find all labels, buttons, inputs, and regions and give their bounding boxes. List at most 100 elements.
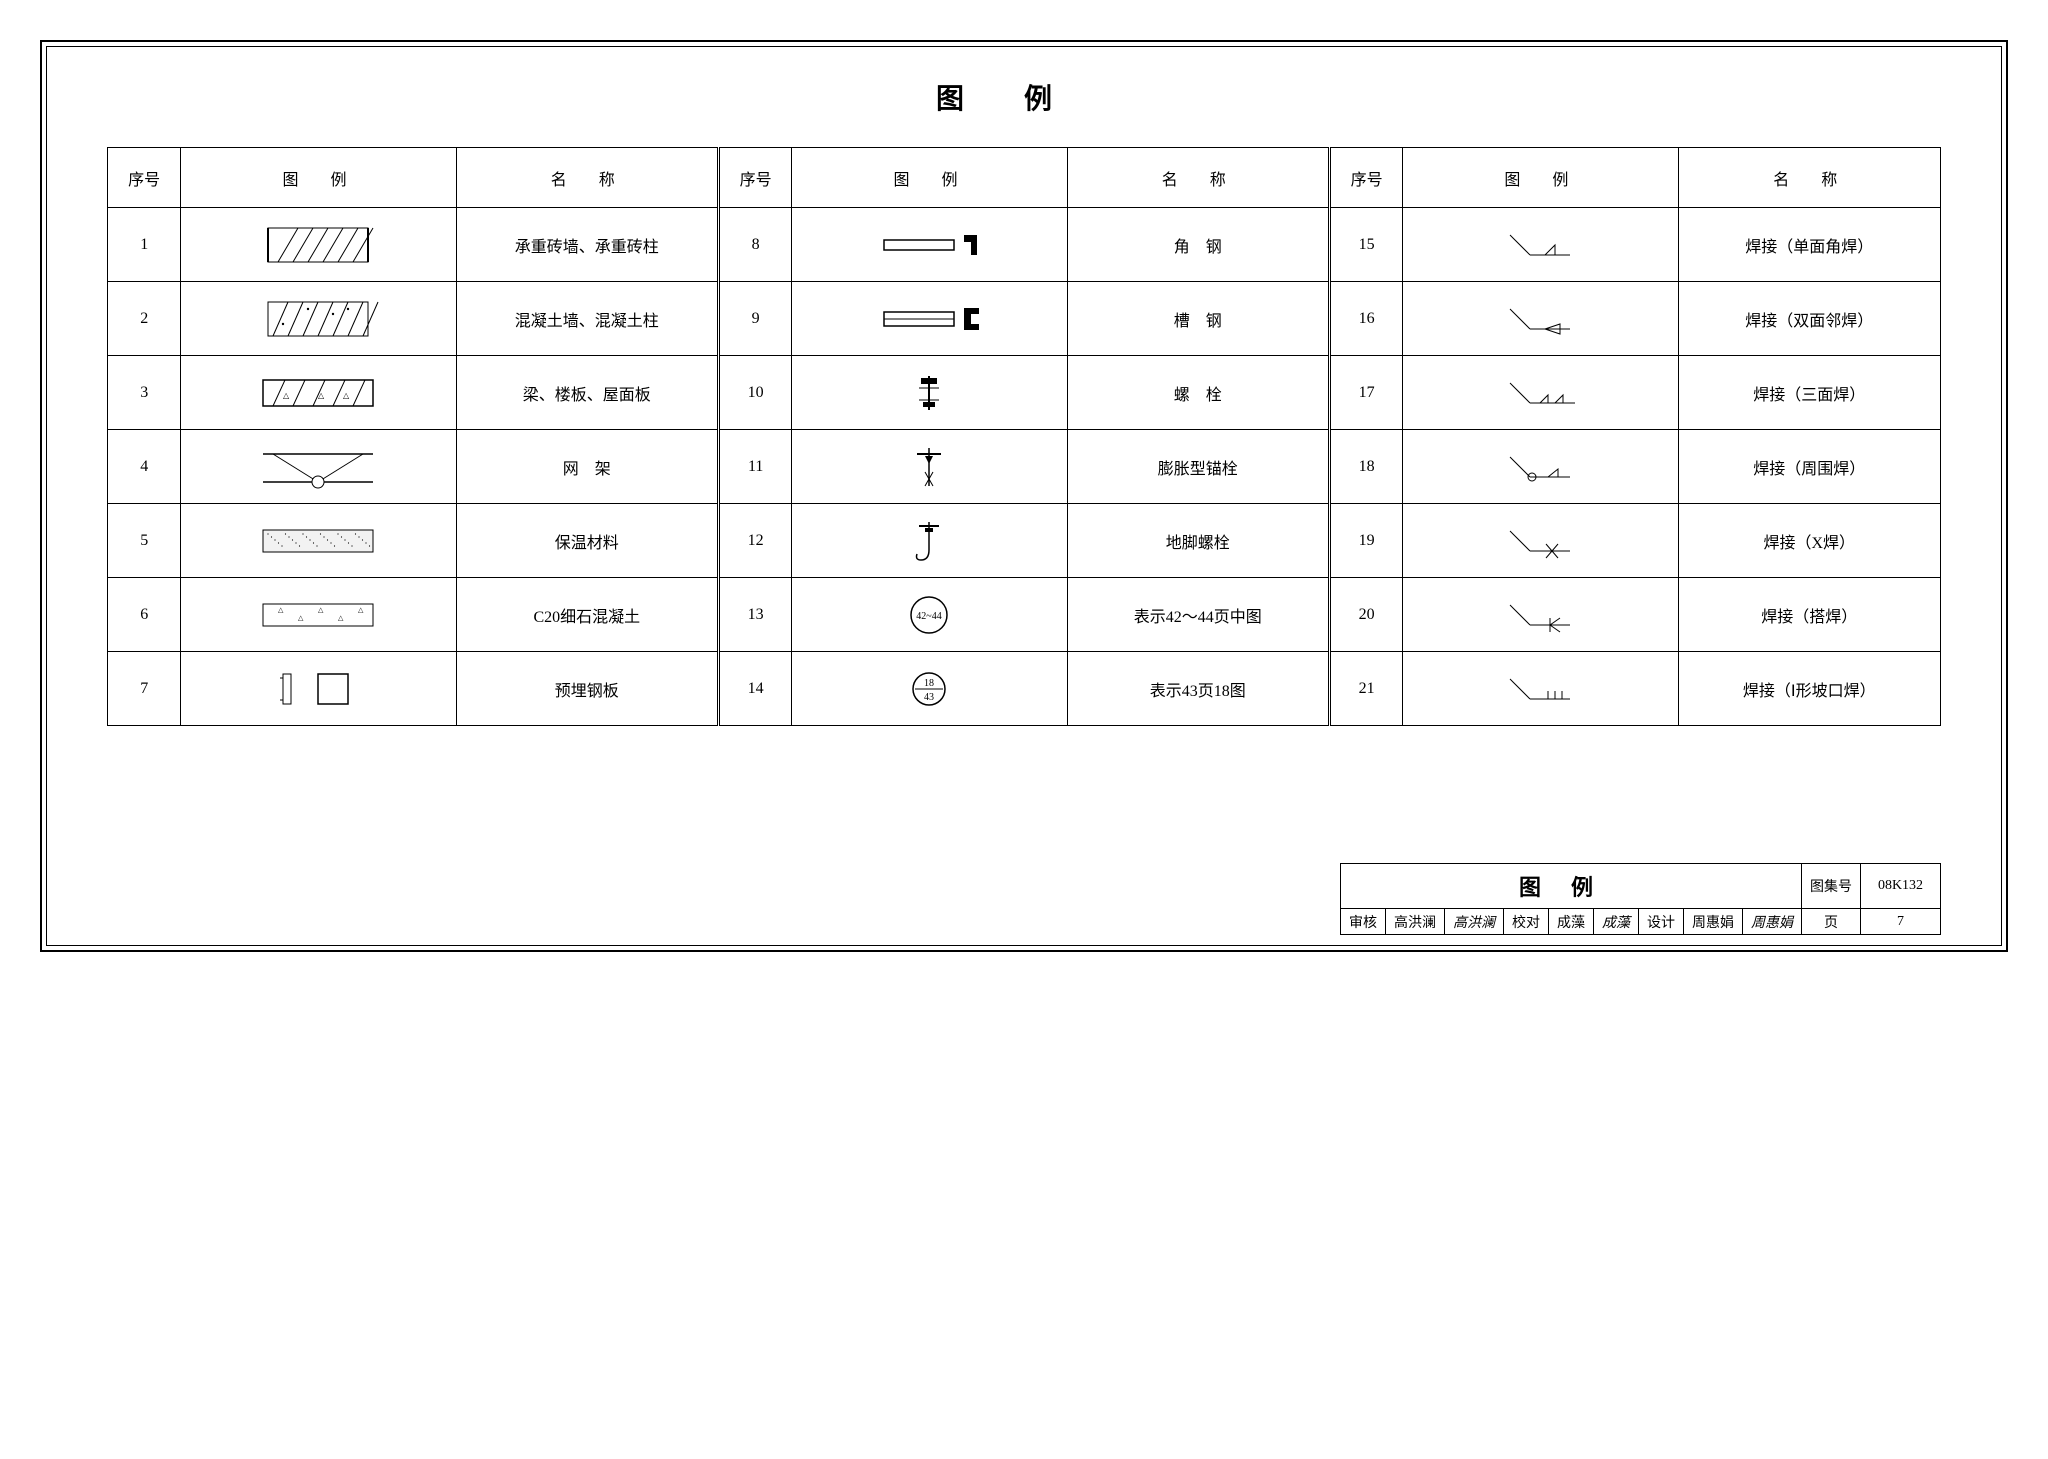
cell-num: 9 (718, 282, 791, 356)
cell-num: 3 (108, 356, 181, 430)
cell-num: 16 (1329, 282, 1402, 356)
col-num-header: 序号 (718, 148, 791, 208)
svg-text:△: △ (318, 606, 324, 614)
cell-name: 角 钢 (1067, 208, 1329, 282)
cell-num: 19 (1329, 504, 1402, 578)
svg-text:18: 18 (924, 678, 934, 689)
col-name-header: 名 称 (456, 148, 718, 208)
cell-num: 18 (1329, 430, 1402, 504)
tb-review-label: 审核 (1341, 909, 1386, 935)
cell-num: 12 (718, 504, 791, 578)
cell-symbol: △△△△△ (181, 578, 456, 652)
tb-review-name: 高洪澜 (1386, 909, 1445, 935)
tb-check-sig: 成藻 (1594, 909, 1639, 935)
cell-num: 11 (718, 430, 791, 504)
svg-text:△: △ (358, 606, 364, 614)
cell-symbol (1403, 578, 1678, 652)
cell-symbol (181, 430, 456, 504)
table-row: 3 △△△梁、楼板、屋面板10 螺 栓17 焊接（三面焊） (108, 356, 1941, 430)
cell-symbol (1403, 652, 1678, 726)
cell-symbol (792, 282, 1067, 356)
svg-text:△: △ (283, 391, 290, 400)
cell-name: 承重砖墙、承重砖柱 (456, 208, 718, 282)
svg-text:△: △ (298, 614, 304, 622)
inner-frame: 图例 序号 图 例 名 称 序号 图 例 名 称 序号 图 例 名 称 1 承 (46, 46, 2002, 946)
tb-main-title: 图例 (1341, 864, 1802, 909)
cell-symbol (792, 356, 1067, 430)
page-title: 图例 (107, 77, 1941, 117)
svg-text:42~44: 42~44 (917, 611, 942, 622)
cell-num: 1 (108, 208, 181, 282)
tb-review-sig: 高洪澜 (1445, 909, 1504, 935)
tb-check-label: 校对 (1504, 909, 1549, 935)
cell-symbol: 18 43 (792, 652, 1067, 726)
cell-num: 10 (718, 356, 791, 430)
cell-num: 14 (718, 652, 791, 726)
col-name-header: 名 称 (1067, 148, 1329, 208)
col-symbol-header: 图 例 (181, 148, 456, 208)
cell-symbol (1403, 504, 1678, 578)
table-row: 4 网 架11 膨胀型锚栓18 焊接（周围焊） (108, 430, 1941, 504)
col-num-header: 序号 (108, 148, 181, 208)
svg-text:△: △ (343, 391, 350, 400)
cell-num: 7 (108, 652, 181, 726)
col-name-header: 名 称 (1678, 148, 1940, 208)
cell-symbol (1403, 282, 1678, 356)
cell-name: 焊接（Ⅰ形坡口焊） (1678, 652, 1940, 726)
cell-name: C20细石混凝土 (456, 578, 718, 652)
cell-num: 4 (108, 430, 181, 504)
cell-name: 网 架 (456, 430, 718, 504)
cell-name: 螺 栓 (1067, 356, 1329, 430)
title-block: 图例 图集号 08K132 审核 高洪澜 高洪澜 校对 成藻 成藻 设计 周惠娟… (1340, 863, 1941, 935)
tb-design-sig: 周惠娟 (1743, 909, 1802, 935)
cell-symbol (1403, 430, 1678, 504)
table-row: 6 △△△△△C20细石混凝土13 42~44表示42～44页中图20 焊接（搭… (108, 578, 1941, 652)
tb-design-label: 设计 (1639, 909, 1684, 935)
cell-symbol (181, 208, 456, 282)
cell-symbol (181, 652, 456, 726)
header-row: 序号 图 例 名 称 序号 图 例 名 称 序号 图 例 名 称 (108, 148, 1941, 208)
cell-symbol (792, 504, 1067, 578)
cell-num: 13 (718, 578, 791, 652)
table-row: 2 混凝土墙、混凝土柱9 槽 钢16 焊接（双面邻焊） (108, 282, 1941, 356)
cell-num: 17 (1329, 356, 1402, 430)
tb-design-name: 周惠娟 (1684, 909, 1743, 935)
cell-num: 20 (1329, 578, 1402, 652)
cell-symbol (1403, 356, 1678, 430)
cell-symbol: 42~44 (792, 578, 1067, 652)
cell-name: 表示42～44页中图 (1067, 578, 1329, 652)
col-num-header: 序号 (1329, 148, 1402, 208)
cell-symbol (181, 504, 456, 578)
cell-name: 预埋钢板 (456, 652, 718, 726)
cell-name: 焊接（双面邻焊） (1678, 282, 1940, 356)
table-row: 7 预埋钢板14 18 43表示43页18图21 焊接（Ⅰ形坡口焊） (108, 652, 1941, 726)
cell-name: 焊接（搭焊） (1678, 578, 1940, 652)
svg-text:△: △ (318, 391, 325, 400)
tb-check-name: 成藻 (1549, 909, 1594, 935)
cell-symbol (792, 430, 1067, 504)
cell-num: 8 (718, 208, 791, 282)
cell-name: 梁、楼板、屋面板 (456, 356, 718, 430)
tb-set-label: 图集号 (1802, 864, 1861, 909)
cell-name: 焊接（X焊） (1678, 504, 1940, 578)
table-row: 5 保温材料12 地脚螺栓19 焊接（X焊） (108, 504, 1941, 578)
cell-symbol (792, 208, 1067, 282)
cell-name: 保温材料 (456, 504, 718, 578)
cell-num: 2 (108, 282, 181, 356)
tb-page-value: 7 (1861, 909, 1941, 935)
cell-name: 槽 钢 (1067, 282, 1329, 356)
cell-name: 焊接（单面角焊） (1678, 208, 1940, 282)
tb-set-value: 08K132 (1861, 864, 1941, 909)
outer-frame: 图例 序号 图 例 名 称 序号 图 例 名 称 序号 图 例 名 称 1 承 (40, 40, 2008, 952)
legend-table: 序号 图 例 名 称 序号 图 例 名 称 序号 图 例 名 称 1 承重砖墙、… (107, 147, 1941, 726)
col-symbol-header: 图 例 (792, 148, 1067, 208)
table-row: 1 承重砖墙、承重砖柱8 角 钢15 焊接（单面角焊） (108, 208, 1941, 282)
cell-name: 混凝土墙、混凝土柱 (456, 282, 718, 356)
col-symbol-header: 图 例 (1403, 148, 1678, 208)
cell-symbol: △ △ △ (181, 356, 456, 430)
cell-num: 21 (1329, 652, 1402, 726)
cell-num: 5 (108, 504, 181, 578)
cell-name: 焊接（周围焊） (1678, 430, 1940, 504)
cell-symbol (181, 282, 456, 356)
svg-text:△: △ (338, 614, 344, 622)
